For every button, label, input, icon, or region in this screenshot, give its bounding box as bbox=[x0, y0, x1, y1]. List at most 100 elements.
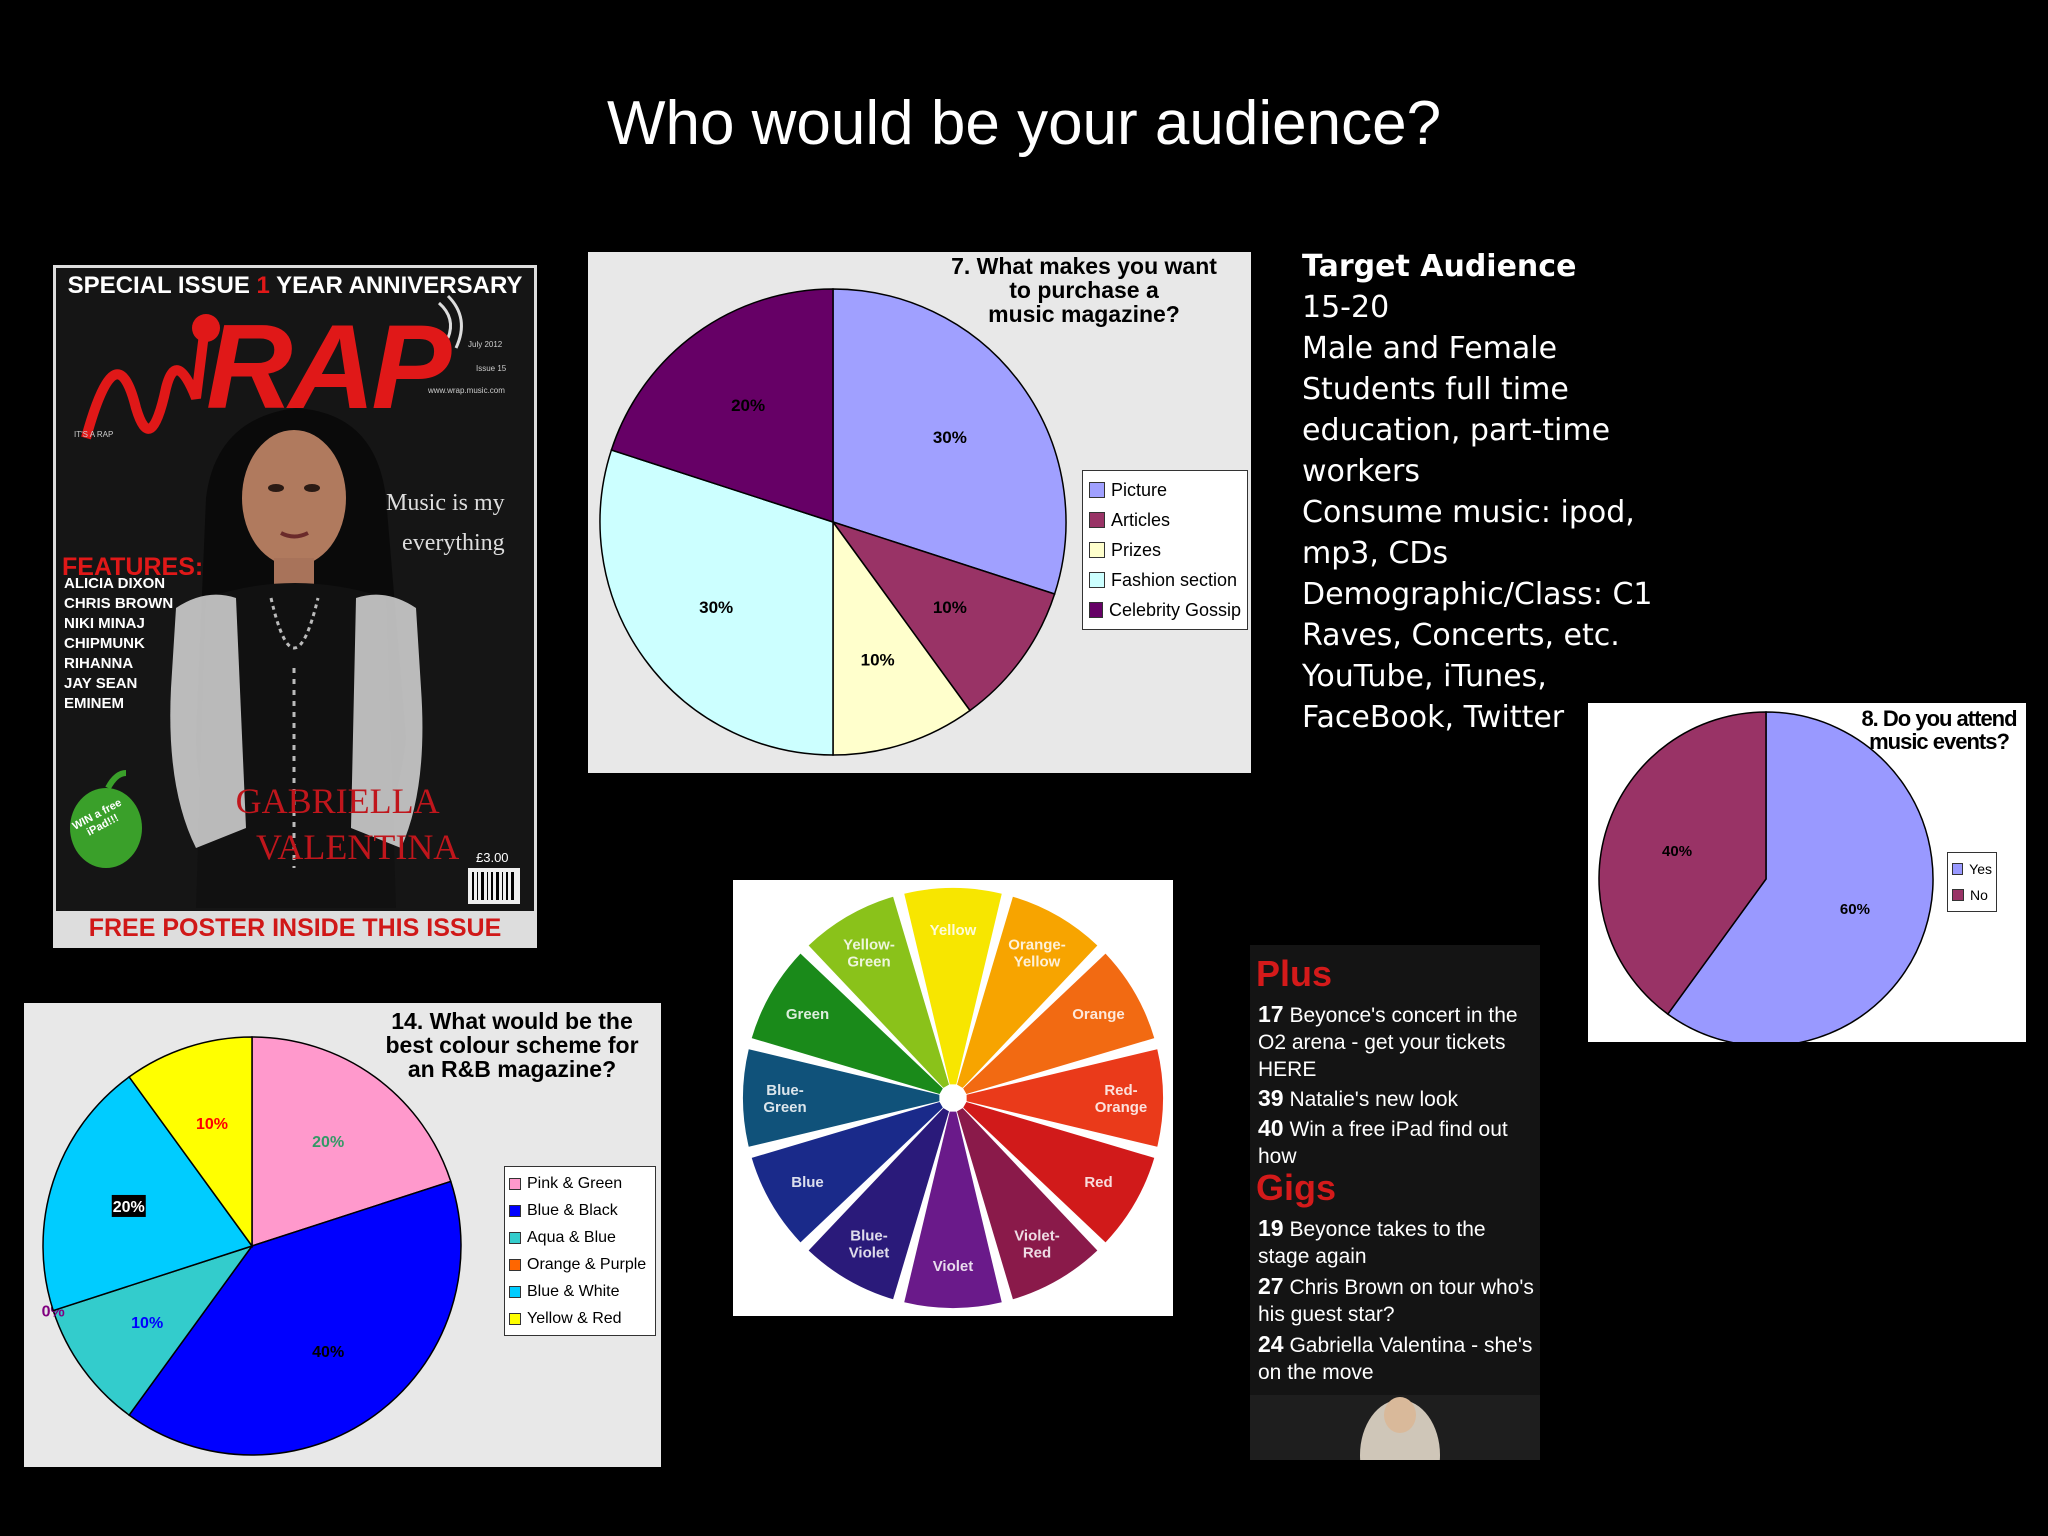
chart-purchase-reasons: 30% 10% 10% 30% 20% 7. What makes you want to… bbox=[588, 252, 1251, 773]
pie-slice-celebrity-gossip bbox=[610, 288, 834, 524]
color-wheel-label-part: Yellow bbox=[930, 922, 977, 939]
legend-label: Prizes bbox=[1111, 540, 1162, 560]
chart-purchase-reasons-title: 7. What makes you want to purchase a music… bbox=[919, 254, 1249, 327]
color-wheel-label-part: Red bbox=[1084, 1174, 1112, 1191]
cover-date: July 2012 bbox=[468, 340, 503, 349]
target-audience-line: Demographic/Class: C1 bbox=[1302, 577, 1653, 612]
pie-slice-no bbox=[1598, 711, 1767, 1016]
color-wheel-label: Blue-Green bbox=[763, 1082, 806, 1116]
legend-label: Celebrity Gossip bbox=[1108, 600, 1241, 620]
contents-item: 39 Natalie's new look bbox=[1258, 1085, 1538, 1113]
cover-banner-left: SPECIAL ISSUE bbox=[67, 272, 250, 299]
legend-label: Blue & White bbox=[527, 1283, 620, 1300]
contents-item: 17 Beyonce's concert in the O2 arena - g… bbox=[1258, 1001, 1538, 1083]
legend-swatch bbox=[509, 1204, 521, 1217]
color-wheel-label: Violet bbox=[933, 1258, 974, 1275]
color-wheel-label-part: Violet- bbox=[1014, 1227, 1060, 1244]
cover-feature-item: JAY SEAN bbox=[64, 675, 138, 692]
contents-item-text: Win a free iPad find out how bbox=[1258, 1118, 1508, 1168]
target-audience-line: FaceBook, Twitter bbox=[1302, 700, 1565, 735]
cover-logo: RAP bbox=[206, 300, 451, 434]
legend-swatch bbox=[1089, 542, 1105, 558]
legend-item: Yes bbox=[1952, 856, 1992, 882]
contents-item: 27 Chris Brown on tour who's his guest s… bbox=[1258, 1273, 1538, 1328]
legend-swatch bbox=[509, 1258, 521, 1271]
color-wheel-segment-red bbox=[963, 1101, 1155, 1243]
color-wheel-segment-violet bbox=[904, 1111, 1002, 1308]
color-wheel-segment-orange bbox=[963, 953, 1155, 1095]
slide-title: Who would be your audience? bbox=[606, 89, 1442, 158]
pie-data-label: 20% bbox=[312, 1134, 344, 1151]
target-audience-line: mp3, CDs bbox=[1302, 536, 1449, 571]
cover-banner-number: 1 bbox=[256, 272, 270, 299]
magazine-contents: Plus 17 Beyonce's concert in the O2 aren… bbox=[1250, 945, 1540, 1460]
contents-item: 24 Gabriella Valentina - she's on the mo… bbox=[1258, 1331, 1538, 1386]
target-audience-line: 15-20 bbox=[1302, 290, 1390, 325]
color-wheel-segment-orange-yellow bbox=[956, 896, 1098, 1088]
legend-swatch bbox=[509, 1177, 521, 1190]
pie-slice-yes bbox=[1666, 711, 1934, 1042]
legend-swatch bbox=[1089, 512, 1105, 528]
color-wheel-segment-violet-red bbox=[956, 1108, 1098, 1300]
color-wheel-label-part: Blue bbox=[791, 1174, 824, 1191]
cover-feature-item: CHRIS BROWN bbox=[64, 595, 174, 612]
color-wheel-label-part: Red bbox=[1023, 1244, 1051, 1261]
pie-data-label: 40% bbox=[1662, 843, 1692, 860]
pie-data-label: 10% bbox=[131, 1315, 163, 1332]
color-wheel-label: Green bbox=[786, 1006, 829, 1023]
chart-title-line: an R&B magazine? bbox=[407, 1056, 617, 1083]
color-wheel-segment-yellow bbox=[904, 888, 1002, 1085]
color-wheel-label-part: Yellow bbox=[1014, 954, 1061, 971]
target-audience-lines: 15-20 Male and Female Students full time ed… bbox=[1302, 287, 1662, 738]
contents-item-text: Natalie's new look bbox=[1289, 1088, 1459, 1111]
color-wheel-label-part: Orange bbox=[1072, 1006, 1125, 1023]
pie-data-label: 30% bbox=[933, 428, 967, 447]
chart-colour-scheme-pie: 20%40%10%0%20%10% bbox=[42, 1036, 462, 1456]
legend-label: Orange & Purple bbox=[527, 1256, 647, 1273]
contents-item-text: Beyonce's concert in the O2 arena - get … bbox=[1258, 1004, 1518, 1081]
pie-data-label: 10% bbox=[933, 598, 967, 617]
cover-banner: SPECIAL ISSUE 1 YEAR ANNIVERSARY bbox=[56, 272, 534, 300]
legend-swatch bbox=[1952, 863, 1964, 875]
contents-item-page: 19 bbox=[1258, 1215, 1284, 1241]
chart-title-line: 14. What would be the bbox=[391, 1008, 633, 1034]
chart-colour-scheme: 20% 40% 10% 0% 20% 10% 14. What would be the b… bbox=[24, 1003, 661, 1467]
legend-swatch bbox=[1089, 572, 1105, 588]
contents-item-text: Gabriella Valentina - she's on the move bbox=[1258, 1334, 1533, 1384]
cover-feature-item: EMINEM bbox=[64, 695, 124, 712]
color-wheel-label-part: Violet bbox=[849, 1244, 890, 1261]
pie-data-label: 40% bbox=[312, 1344, 344, 1361]
pie-data-label: 20% bbox=[731, 396, 765, 415]
color-wheel-segment-blue-green bbox=[743, 1049, 940, 1147]
target-audience-line: YouTube, iTunes, bbox=[1302, 659, 1547, 694]
pie-data-label: 10% bbox=[196, 1116, 228, 1133]
cover-price: £3.00 bbox=[476, 850, 509, 865]
contents-item-page: 17 bbox=[1258, 1001, 1284, 1027]
chart-music-events-title: 8. Do you attend music events? bbox=[1854, 707, 2024, 753]
pie-slice-pink-green bbox=[251, 1036, 452, 1248]
legend-item: Prizes bbox=[1089, 535, 1241, 565]
color-wheel-label: Blue-Violet bbox=[849, 1227, 890, 1261]
magazine-cover: SPECIAL ISSUE 1 YEAR ANNIVERSARY bbox=[53, 265, 537, 948]
chart-colour-scheme-legend: Pink & Green Blue & Black Aqua & Blue Orang… bbox=[504, 1166, 656, 1336]
chart-purchase-reasons-legend: Picture Articles Prizes Fashion section Cele… bbox=[1082, 470, 1248, 630]
color-wheel-segment-green bbox=[751, 953, 943, 1095]
pie-slice-articles bbox=[831, 520, 1056, 712]
color-wheel: YellowOrange-YellowOrangeRed-OrangeRedVi… bbox=[743, 888, 1163, 1308]
chart-purchase-reasons-pie: 30% 10% 10% 30% 20% bbox=[599, 288, 1067, 756]
legend-item: Articles bbox=[1089, 505, 1241, 535]
target-audience-heading: Target Audience bbox=[1302, 249, 1577, 284]
target-audience-line: education, part-time bbox=[1302, 413, 1611, 448]
cover-artwork bbox=[70, 294, 520, 908]
legend-swatch bbox=[1952, 889, 1964, 901]
contents-item-page: 40 bbox=[1258, 1115, 1284, 1141]
cover-slogan: Music is my everything bbox=[386, 483, 505, 563]
contents-item-page: 27 bbox=[1258, 1273, 1284, 1299]
target-audience-text: Target Audience 15-20 Male and Female Stud… bbox=[1302, 246, 1662, 738]
legend-label: Yellow & Red bbox=[527, 1310, 622, 1327]
contents-item: 19 Beyonce takes to the stage again bbox=[1258, 1215, 1538, 1270]
color-wheel-label-part: Blue- bbox=[766, 1082, 804, 1099]
chart-music-events: 60% 40% 8. Do you attend music events? Yes… bbox=[1588, 703, 2026, 1042]
color-wheel-segment-blue-violet bbox=[808, 1108, 950, 1300]
cover-slogan-line-1: Music is my bbox=[386, 490, 505, 516]
